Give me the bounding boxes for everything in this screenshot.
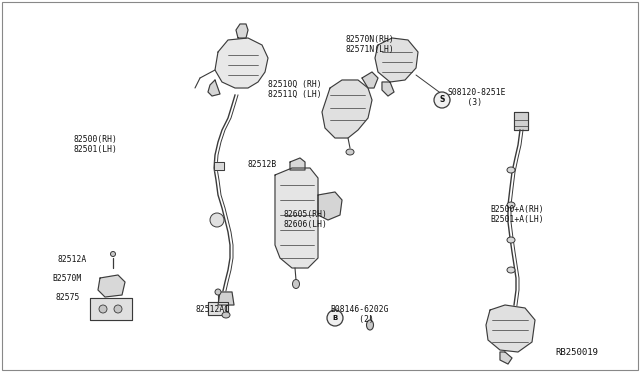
Ellipse shape	[507, 167, 515, 173]
Polygon shape	[362, 72, 378, 88]
Polygon shape	[214, 162, 224, 170]
Ellipse shape	[507, 202, 515, 208]
Polygon shape	[486, 305, 535, 352]
Ellipse shape	[346, 149, 354, 155]
Circle shape	[114, 305, 122, 313]
Text: S: S	[439, 96, 445, 105]
Circle shape	[99, 305, 107, 313]
Text: 82570N(RH)
82571N(LH): 82570N(RH) 82571N(LH)	[345, 35, 394, 54]
Polygon shape	[514, 112, 528, 130]
Polygon shape	[322, 80, 372, 138]
Text: B: B	[332, 315, 338, 321]
Text: B08146-6202G
      (2): B08146-6202G (2)	[330, 305, 388, 324]
Text: 82500(RH)
82501(LH): 82500(RH) 82501(LH)	[73, 135, 117, 154]
Text: RB250019: RB250019	[555, 348, 598, 357]
Polygon shape	[208, 302, 228, 315]
Ellipse shape	[367, 320, 374, 330]
Ellipse shape	[507, 267, 515, 273]
Text: 82512A: 82512A	[57, 255, 86, 264]
Polygon shape	[290, 158, 305, 170]
Polygon shape	[275, 168, 318, 268]
Text: 82512AC: 82512AC	[196, 305, 230, 314]
Text: B2570M: B2570M	[52, 274, 81, 283]
Ellipse shape	[215, 289, 221, 295]
Ellipse shape	[292, 279, 300, 289]
Ellipse shape	[507, 237, 515, 243]
Circle shape	[210, 213, 224, 227]
Ellipse shape	[111, 251, 115, 257]
Ellipse shape	[222, 312, 230, 318]
Polygon shape	[215, 38, 268, 88]
Polygon shape	[208, 80, 220, 96]
Text: S08120-8251E
    (3): S08120-8251E (3)	[448, 88, 506, 108]
Polygon shape	[500, 352, 512, 364]
Polygon shape	[98, 275, 125, 297]
Polygon shape	[382, 82, 394, 96]
Text: 82605(RH)
82606(LH): 82605(RH) 82606(LH)	[283, 210, 327, 230]
Polygon shape	[318, 192, 342, 220]
Polygon shape	[218, 292, 234, 305]
Circle shape	[434, 92, 450, 108]
Polygon shape	[236, 24, 248, 38]
Text: 82510Q (RH)
82511Q (LH): 82510Q (RH) 82511Q (LH)	[268, 80, 322, 99]
Polygon shape	[90, 298, 132, 320]
Text: 82575: 82575	[55, 293, 79, 302]
Text: 82512B: 82512B	[248, 160, 277, 169]
Text: B2500+A(RH)
B2501+A(LH): B2500+A(RH) B2501+A(LH)	[490, 205, 543, 224]
Circle shape	[327, 310, 343, 326]
Polygon shape	[375, 38, 418, 82]
